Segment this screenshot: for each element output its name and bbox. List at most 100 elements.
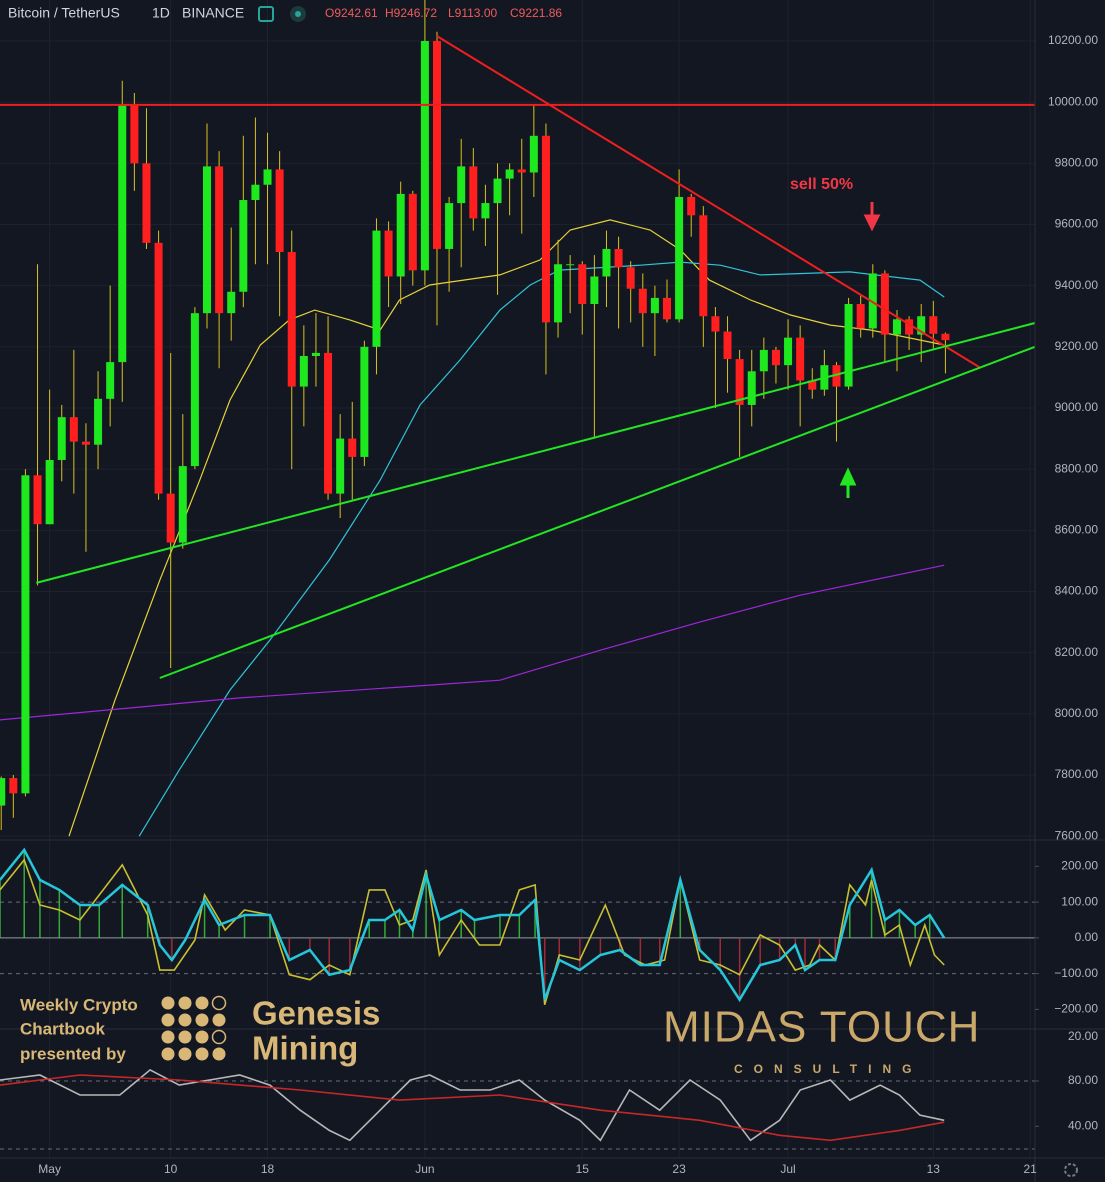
- x-tick-label: 15: [576, 1162, 590, 1176]
- candle-body: [868, 273, 877, 329]
- candle-body: [178, 466, 187, 543]
- candle-body: [154, 242, 163, 494]
- icon[interactable]: [258, 6, 274, 22]
- candle-body: [650, 297, 659, 314]
- y-tick-label: −200.00: [1054, 1002, 1098, 1016]
- candle-body: [299, 355, 308, 387]
- y-tick-label: 7800.00: [1055, 767, 1099, 781]
- candle-body: [239, 200, 248, 292]
- y-tick-label: 10200.00: [1048, 33, 1098, 47]
- y-tick-label: 9400.00: [1055, 278, 1099, 292]
- candle-body: [529, 135, 538, 173]
- logo-dot: [178, 1047, 192, 1061]
- candle-body: [747, 371, 756, 405]
- candle-body: [166, 493, 175, 543]
- y-tick-label: 40.00: [1068, 1118, 1098, 1132]
- line: [436, 35, 982, 369]
- candle-body: [626, 267, 635, 289]
- candle-body: [493, 178, 502, 204]
- candle-body: [324, 352, 333, 494]
- logo-dot: [161, 996, 175, 1010]
- logo-dot: [161, 1030, 175, 1044]
- candle-body: [118, 105, 127, 363]
- sponsor-text: presented by: [20, 1044, 126, 1063]
- candle-body: [808, 380, 817, 390]
- candle-body: [457, 166, 466, 204]
- y-tick-label: −100.00: [1054, 966, 1098, 980]
- brand: MIDAS TOUCH: [663, 1003, 980, 1052]
- candle-body: [348, 438, 357, 457]
- ohlc-open: O9242.61: [325, 6, 378, 20]
- candle-body: [771, 349, 780, 366]
- candle-body: [856, 304, 865, 329]
- x-tick-label: 13: [927, 1162, 941, 1176]
- candle-body: [699, 215, 708, 317]
- candle-body: [420, 40, 429, 271]
- candle-body: [566, 264, 575, 266]
- candle-body: [893, 319, 901, 335]
- buy-arrow: [839, 467, 857, 498]
- settings-icon[interactable]: [1064, 1163, 1078, 1177]
- x-tick-label: 10: [164, 1162, 178, 1176]
- candle-body: [481, 203, 490, 219]
- sponsor-text: Weekly Crypto: [20, 995, 138, 1014]
- ohlc-close: C9221.86: [510, 6, 562, 20]
- logo-dot: [161, 1047, 175, 1061]
- logo-dot: [212, 1013, 226, 1027]
- y-tick-label: 7600.00: [1055, 828, 1099, 842]
- y-tick-label: 0.00: [1075, 930, 1099, 944]
- candle-body: [735, 359, 744, 405]
- candle-body: [759, 349, 768, 372]
- candle-body: [723, 331, 732, 360]
- candle-body: [275, 169, 284, 253]
- candle-body: [21, 475, 30, 794]
- y-tick-label: 8200.00: [1055, 645, 1099, 659]
- candle-body: [336, 438, 345, 494]
- candle-body: [917, 316, 926, 335]
- candle-body: [142, 163, 151, 243]
- candle-body: [602, 248, 611, 277]
- x-tick-label: Jun: [415, 1162, 434, 1176]
- candle-body: [106, 362, 115, 399]
- logo-dot: [178, 1030, 192, 1044]
- y-tick-label: 9600.00: [1055, 217, 1099, 231]
- candle-body: [57, 417, 66, 460]
- candle-body: [554, 264, 563, 323]
- x-tick-label: 21: [1023, 1162, 1037, 1176]
- candle-body: [578, 264, 587, 305]
- logo-dot: [195, 1047, 209, 1061]
- logo-dot: [211, 1029, 227, 1045]
- candle-body: [94, 398, 103, 445]
- logo-dot: [178, 996, 192, 1010]
- exchange: BINANCE: [182, 5, 244, 21]
- axes: May 10 18 Jun 15 23 Jul 13 21 7600.00 7800.00 8000.…: [38, 33, 1098, 1176]
- logo-dot: [195, 1030, 209, 1044]
- candle-body: [663, 297, 671, 320]
- y-tick-label: 10000.00: [1048, 94, 1098, 108]
- candle-body: [251, 184, 260, 201]
- line: [159, 345, 1036, 679]
- logo-dot: [161, 1013, 175, 1027]
- line: [68, 219, 945, 837]
- sell-arrow: [863, 202, 881, 232]
- candle-body: [433, 40, 441, 249]
- candle-body: [844, 304, 853, 387]
- logo-dot: [212, 1047, 226, 1061]
- y-tick-label: 9200.00: [1055, 339, 1099, 353]
- candle-body: [33, 475, 42, 525]
- sponsor-logo: [161, 995, 227, 1061]
- line: [0, 1068, 945, 1142]
- candle-body: [711, 316, 720, 332]
- line: [0, 858, 945, 1006]
- y-tick-label: 80.00: [1068, 1073, 1098, 1087]
- y-tick-label: 8600.00: [1055, 522, 1099, 536]
- candle-body: [614, 248, 623, 268]
- candle-body: [360, 346, 369, 457]
- y-tick-label: 8000.00: [1055, 706, 1099, 720]
- line: [138, 261, 945, 837]
- symbol: Bitcoin / TetherUS: [8, 5, 120, 21]
- candle-body: [517, 169, 526, 173]
- candle-body: [687, 196, 696, 216]
